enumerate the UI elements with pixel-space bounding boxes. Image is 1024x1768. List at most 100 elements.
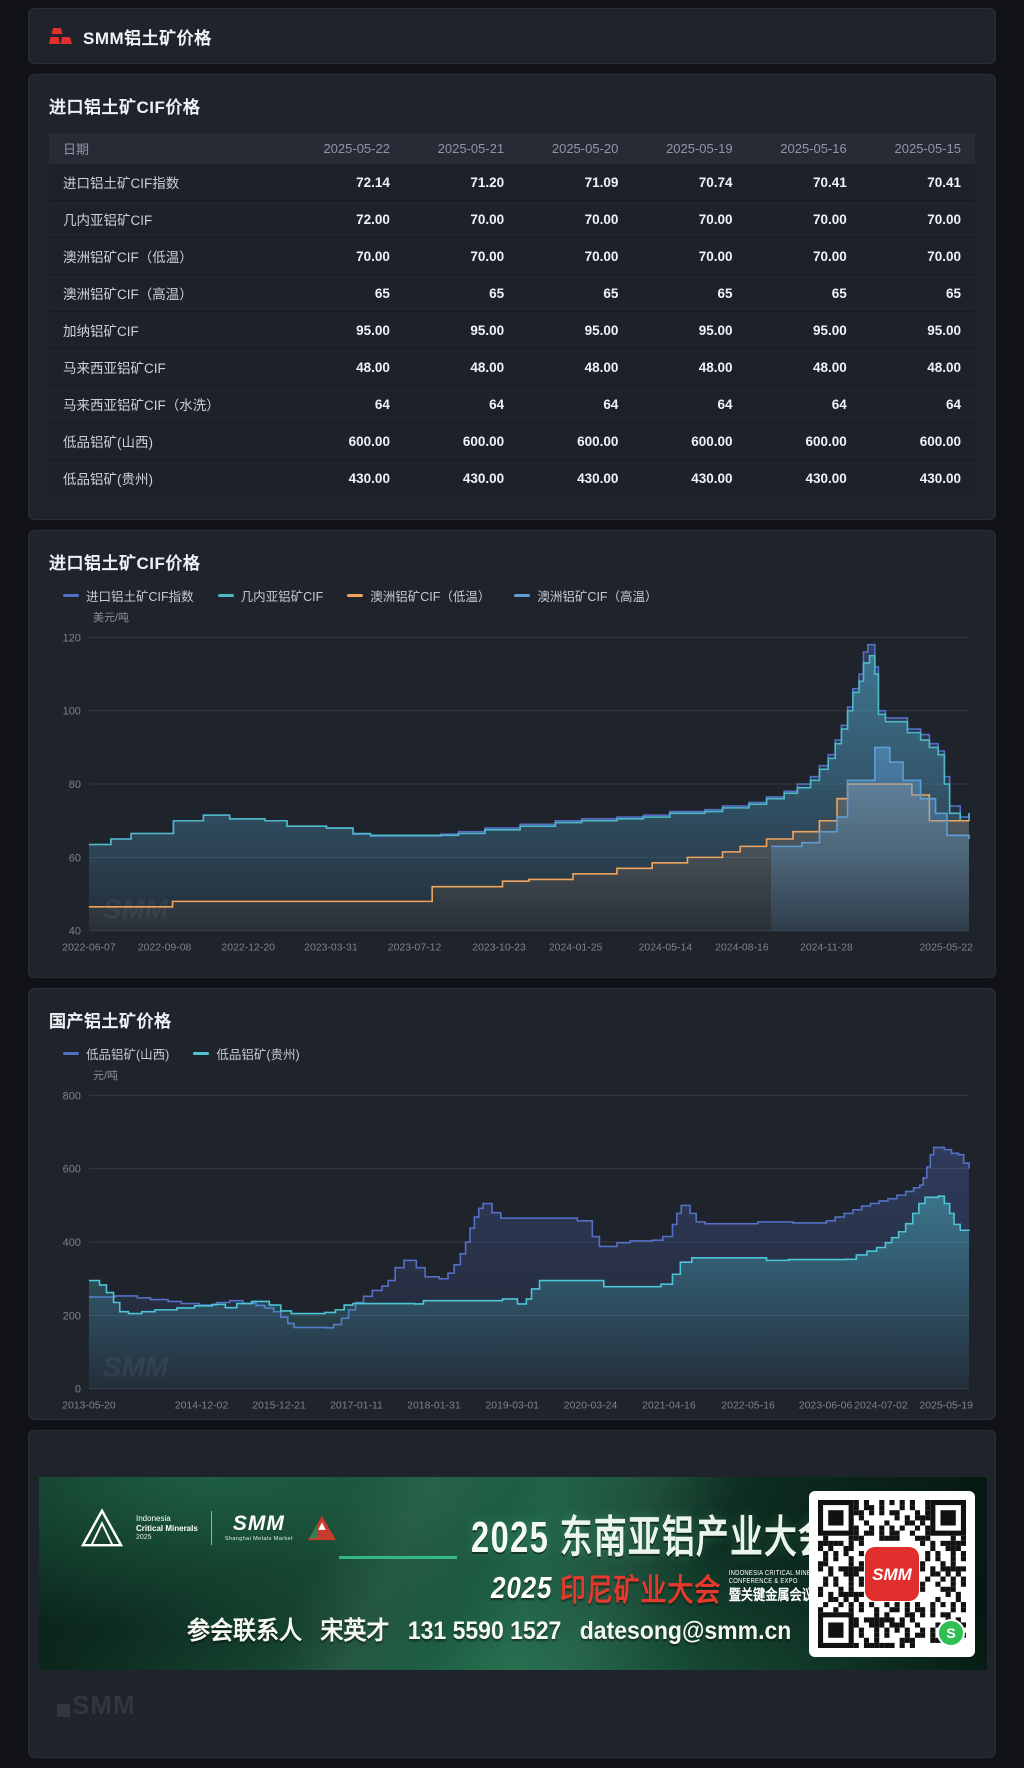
banner-green-accent [339,1556,457,1559]
banner-panel: Indonesia Critical Minerals 2025 SMM Sha… [28,1430,996,1758]
header-panel: SMM铝土矿价格 [28,8,996,64]
page-watermark: SMM [57,1690,985,1721]
series-area [771,747,970,931]
table-cell: 600.00 [403,422,519,460]
table-row: 澳洲铝矿CIF（高温） 65 65 65 65 65 65 [49,274,975,312]
legend-label: 低品铝矿(山西) [86,1048,170,1062]
legend-dash-icon [63,594,79,597]
chart1-unit-label: 美元/吨 [93,612,130,624]
icm-triangle-logo-icon [81,1508,123,1547]
banner-divider [210,1511,212,1545]
svg-text:SMM: SMM [872,1565,913,1584]
svg-text:2025-05-19: 2025-05-19 [919,1401,973,1412]
svg-text:0: 0 [75,1384,81,1396]
contact-email: datesong@smm.cn [579,1617,792,1645]
table-cell: 70.00 [289,237,404,275]
smm-mountain-logo-icon [307,1515,336,1541]
table-cell: 430.00 [919,470,961,486]
chart2-unit-label: 元/吨 [93,1070,119,1082]
svg-text:2023-03-31: 2023-03-31 [304,943,358,954]
table-cell: 70.00 [746,200,861,238]
table-cell: 430.00 [462,470,505,486]
table-cell: 70.00 [860,200,975,238]
svg-text:2024-07-02: 2024-07-02 [854,1401,908,1412]
svg-text:2017-01-11: 2017-01-11 [330,1401,383,1412]
legend-dash-icon [193,1052,210,1055]
domestic-chart-panel: 国产铝土矿价格 低品铝矿(山西) 低品铝矿(贵州) 元/吨 0 200 400 600 8… [28,988,996,1420]
svg-text:200: 200 [63,1310,81,1322]
table-cell: 48.00 [746,348,861,386]
qr-code[interactable]: SMM S [809,1491,975,1657]
table-row: 几内亚铝矿CIF 72.00 70.00 70.00 70.00 70.00 70.00 [49,200,975,238]
table-cell: 64 [289,385,404,423]
row-label: 低品铝矿(贵州) [63,472,153,487]
table-cell: 48.00 [632,348,747,386]
table-cell: 65 [860,274,975,312]
table-column-header: 2025-05-22 [289,133,404,164]
svg-text:100: 100 [63,706,81,718]
svg-text:2023-10-23: 2023-10-23 [472,943,526,954]
banner-contact-row: 参会联系人 宋英才 131 5590 1527 datesong@smm.cn [187,1611,791,1647]
svg-text:2024-05-14: 2024-05-14 [639,943,693,954]
legend-item[interactable]: 澳洲铝矿CIF（高温） [514,586,658,605]
row-label: 加纳铝矿CIF [49,311,290,349]
banner-logos: Indonesia Critical Minerals 2025 SMM Sha… [81,1507,338,1549]
table-cell: 70.00 [518,200,633,238]
table-cell: 64 [518,385,633,423]
banner-main-title: 2025 东南亚铝产业大会 [471,1513,833,1562]
table-cell: 70.00 [632,200,747,238]
legend-label: 澳洲铝矿CIF（低温） [370,590,491,604]
table-row: 低品铝矿(山西) 600.00 600.00 600.00 600.00 600.00 60… [49,422,975,460]
svg-text:2025-05-22: 2025-05-22 [919,943,973,954]
legend-label: 进口铝土矿CIF指数 [86,590,194,604]
svg-text:800: 800 [63,1090,81,1102]
svg-text:80: 80 [69,779,81,791]
table-cell: 95.00 [632,311,747,349]
table-cell: 600.00 [860,422,975,460]
table-cell: 65 [289,274,404,312]
chart1-title: 进口铝土矿CIF价格 [49,554,201,573]
chart2-legend: 低品铝矿(山西) 低品铝矿(贵州) [63,1044,975,1063]
svg-text:2024-08-16: 2024-08-16 [715,943,769,954]
banner-en-block: INDONESIA CRITICAL MINERALS CONFERENCE &… [728,1569,828,1604]
legend-item[interactable]: 几内亚铝矿CIF [217,586,324,605]
import-cif-chart-panel: 进口铝土矿CIF价格 进口铝土矿CIF指数 几内亚铝矿CIF 澳洲铝矿CIF（低温）… [28,530,996,978]
row-label: 马来西亚铝矿CIF [49,348,290,386]
table-cell: 70.74 [632,164,747,201]
table-cell: 48.00 [860,348,975,386]
table-cell: 65 [403,274,519,312]
table-cell: 71.09 [518,164,633,201]
table-row: 进口铝土矿CIF指数 72.14 71.20 71.09 70.74 70.41 70.41 [49,164,975,201]
svg-text:2022-06-07: 2022-06-07 [62,943,116,954]
series-line [88,654,970,846]
table-cell: 95.00 [289,311,404,349]
legend-item[interactable]: 进口铝土矿CIF指数 [63,586,194,605]
svg-text:2024-01-25: 2024-01-25 [549,943,603,954]
svg-text:40: 40 [69,926,81,938]
conference-ad-banner[interactable]: Indonesia Critical Minerals 2025 SMM Sha… [39,1477,987,1670]
svg-text:2013-05-20: 2013-05-20 [62,1401,116,1412]
svg-text:120: 120 [63,632,81,644]
table-column-header: 2025-05-16 [746,133,861,164]
table-cell: 70.00 [632,237,747,275]
table-cell: 95.00 [403,311,519,349]
table-row: 马来西亚铝矿CIF 48.00 48.00 48.00 48.00 48.00 48.00 [49,348,975,386]
svg-text:2019-03-01: 2019-03-01 [485,1401,539,1412]
legend-dash-icon [63,1052,79,1055]
table-column-header: 日期 [49,133,290,164]
table-row: 低品铝矿(贵州) 430.00 430.00 430.00 430.00 430.00 43… [49,460,975,497]
legend-label: 几内亚铝矿CIF [240,590,324,604]
table-row: 加纳铝矿CIF 95.00 95.00 95.00 95.00 95.00 95.00 [49,311,975,349]
table-cell: 64 [746,385,861,423]
chart1-plot[interactable]: 406080100120SMM2022-06-072022-09-082022-… [49,627,975,959]
chart2-plot[interactable]: 0200400600800SMM2013-05-202014-12-022015… [49,1085,975,1417]
legend-item[interactable]: 低品铝矿(贵州) [193,1044,300,1063]
table-cell: 48.00 [403,348,519,386]
table-cell: 70.00 [860,237,975,275]
table-cell: 600.00 [289,422,404,460]
contact-name: 宋英才 [320,1617,390,1645]
legend-dash-icon [514,594,531,597]
legend-item[interactable]: 澳洲铝矿CIF（低温） [347,586,490,605]
legend-item[interactable]: 低品铝矿(山西) [63,1044,169,1063]
